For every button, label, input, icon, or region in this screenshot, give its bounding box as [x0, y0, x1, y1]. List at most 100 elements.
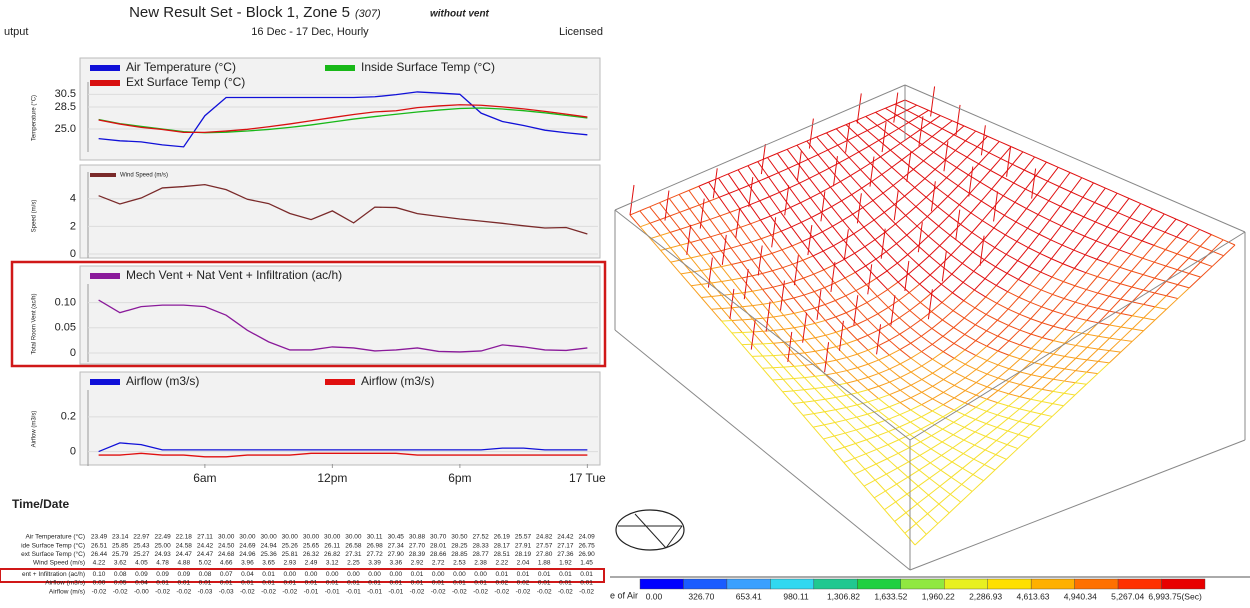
flow-line [949, 205, 959, 216]
flow-line [905, 100, 917, 105]
flow-line [687, 225, 691, 255]
flow-line [983, 228, 994, 240]
cell: -0.02 [516, 588, 531, 595]
cell: 0.02 [495, 580, 508, 587]
flow-line [964, 432, 975, 440]
flow-line [994, 228, 1005, 235]
flow-line [850, 170, 860, 176]
flow-line [842, 201, 853, 214]
flow-line [884, 212, 895, 224]
flow-line [784, 328, 794, 330]
flow-line [800, 198, 810, 203]
y-tick-label: 0.10 [55, 296, 76, 308]
flow-line [987, 365, 998, 374]
flow-line [773, 303, 784, 316]
flow-line [752, 356, 762, 368]
flow-line [921, 320, 932, 329]
flow-line [1166, 254, 1177, 266]
flow-line [763, 356, 773, 368]
flow-line [1020, 359, 1031, 362]
flow-line [965, 341, 976, 350]
flow-line [920, 455, 930, 462]
flow-line [1110, 351, 1121, 352]
flow-line [874, 220, 885, 232]
cell: 3.39 [368, 560, 381, 567]
flow-line [907, 486, 918, 494]
flow-line [874, 498, 884, 510]
flow-line [1064, 314, 1075, 317]
flow-line [829, 163, 839, 168]
flow-line [931, 294, 942, 303]
flow-line [1063, 268, 1074, 281]
flow-line [1012, 152, 1022, 165]
flow-line [997, 427, 1008, 431]
flow-line [719, 193, 729, 197]
flow-line [1178, 285, 1190, 288]
flow-line [650, 207, 660, 220]
flow-line [836, 347, 847, 358]
flow-line [679, 190, 689, 194]
flow-line [1087, 334, 1098, 336]
flow-line [763, 344, 773, 356]
flow-line [835, 296, 845, 301]
flow-line [1030, 302, 1041, 307]
flow-line [1001, 159, 1013, 165]
flow-line [954, 343, 965, 349]
flow-line [1121, 327, 1132, 329]
flow-line [773, 368, 783, 380]
flow-line [931, 442, 942, 449]
flow-line [811, 212, 821, 217]
flow-line [778, 168, 788, 172]
flow-line [889, 390, 900, 394]
flow-line [943, 311, 954, 320]
flow-line [903, 178, 914, 188]
flow-line [1042, 367, 1053, 377]
scale-tick: 0.00 [646, 591, 663, 601]
flow-line [942, 129, 954, 135]
row-label: Airflow (m3/s) [45, 580, 85, 587]
flow-line [857, 324, 868, 335]
flow-line [813, 425, 824, 427]
flow-line [1042, 311, 1053, 323]
flow-line [905, 196, 916, 206]
flow-line [986, 303, 997, 314]
flow-line [1065, 318, 1076, 330]
flow-line [951, 477, 961, 484]
cell: 30.00 [218, 534, 235, 541]
flow-line [1165, 232, 1177, 237]
flow-line [962, 263, 973, 271]
flow-line [783, 379, 793, 391]
flow-line [797, 145, 808, 159]
cell: 1.45 [580, 560, 593, 567]
flow-line [910, 417, 921, 422]
flow-line [907, 110, 919, 116]
flow-line [972, 481, 983, 492]
flow-line [919, 116, 931, 122]
flow-line [890, 143, 900, 150]
flow-line [943, 398, 954, 405]
cell: 0.01 [538, 580, 551, 587]
flow-line [1003, 196, 1015, 203]
flow-line [984, 248, 995, 260]
flow-line [1211, 235, 1223, 240]
cell: 24.50 [218, 542, 235, 549]
flow-line [1200, 229, 1212, 234]
flow-line [922, 344, 933, 351]
flow-line [855, 458, 865, 469]
room-edge [615, 210, 910, 440]
flow-line [1049, 187, 1060, 201]
flow-line [922, 405, 933, 411]
flow-line [895, 513, 906, 522]
row-label: Airflow (m/s) [49, 588, 85, 595]
flow-line [815, 335, 825, 337]
flow-line [670, 216, 680, 229]
flow-line [1053, 393, 1064, 403]
flow-line [899, 310, 910, 317]
flow-line [874, 491, 885, 498]
flow-line [1005, 222, 1016, 235]
flow-line [879, 382, 890, 386]
flow-line [1062, 245, 1074, 250]
flow-line [1020, 345, 1031, 349]
flow-line [846, 417, 857, 420]
flow-line [772, 271, 783, 285]
